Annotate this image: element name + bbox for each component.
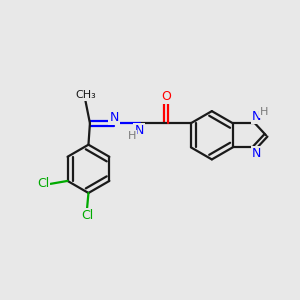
Text: H: H — [260, 107, 268, 117]
Text: N: N — [110, 111, 119, 124]
Text: N: N — [252, 147, 261, 160]
Text: N: N — [252, 110, 261, 123]
Text: O: O — [161, 90, 171, 103]
Text: N: N — [134, 124, 144, 137]
Text: Cl: Cl — [37, 177, 49, 190]
Text: Cl: Cl — [81, 209, 93, 222]
Text: H: H — [128, 130, 136, 141]
Text: CH₃: CH₃ — [75, 90, 96, 100]
